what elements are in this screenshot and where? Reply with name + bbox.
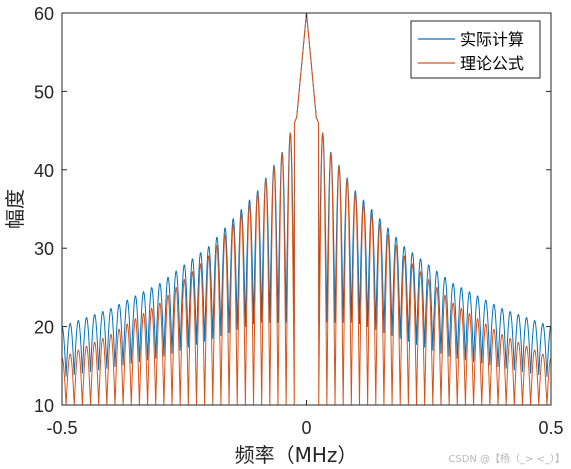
x-tick-label: -0.5 xyxy=(46,418,77,438)
y-tick-label: 60 xyxy=(34,4,54,24)
series-line-1 xyxy=(62,13,551,405)
series-line-0 xyxy=(62,13,551,377)
watermark: CSDN @【杨（_> <_）】 xyxy=(448,452,565,465)
legend-label: 实际计算 xyxy=(460,30,524,49)
y-tick-label: 30 xyxy=(34,239,54,259)
y-tick-label: 50 xyxy=(34,82,54,102)
legend-label: 理论公式 xyxy=(460,54,524,73)
tick-layer: -0.5 0 0.5 10 20 30 40 50 60 xyxy=(34,4,564,438)
y-axis-label: 幅度 xyxy=(3,189,27,229)
x-tick-label: 0.5 xyxy=(538,418,563,438)
legend-box xyxy=(410,20,541,79)
x-axis-label: 频率（MHz） xyxy=(235,443,358,467)
series-layer xyxy=(62,13,551,405)
y-tick-label: 40 xyxy=(34,161,54,181)
y-tick-label: 20 xyxy=(34,318,54,338)
x-tick-label: 0 xyxy=(301,418,311,438)
y-tick-label: 10 xyxy=(34,396,54,416)
